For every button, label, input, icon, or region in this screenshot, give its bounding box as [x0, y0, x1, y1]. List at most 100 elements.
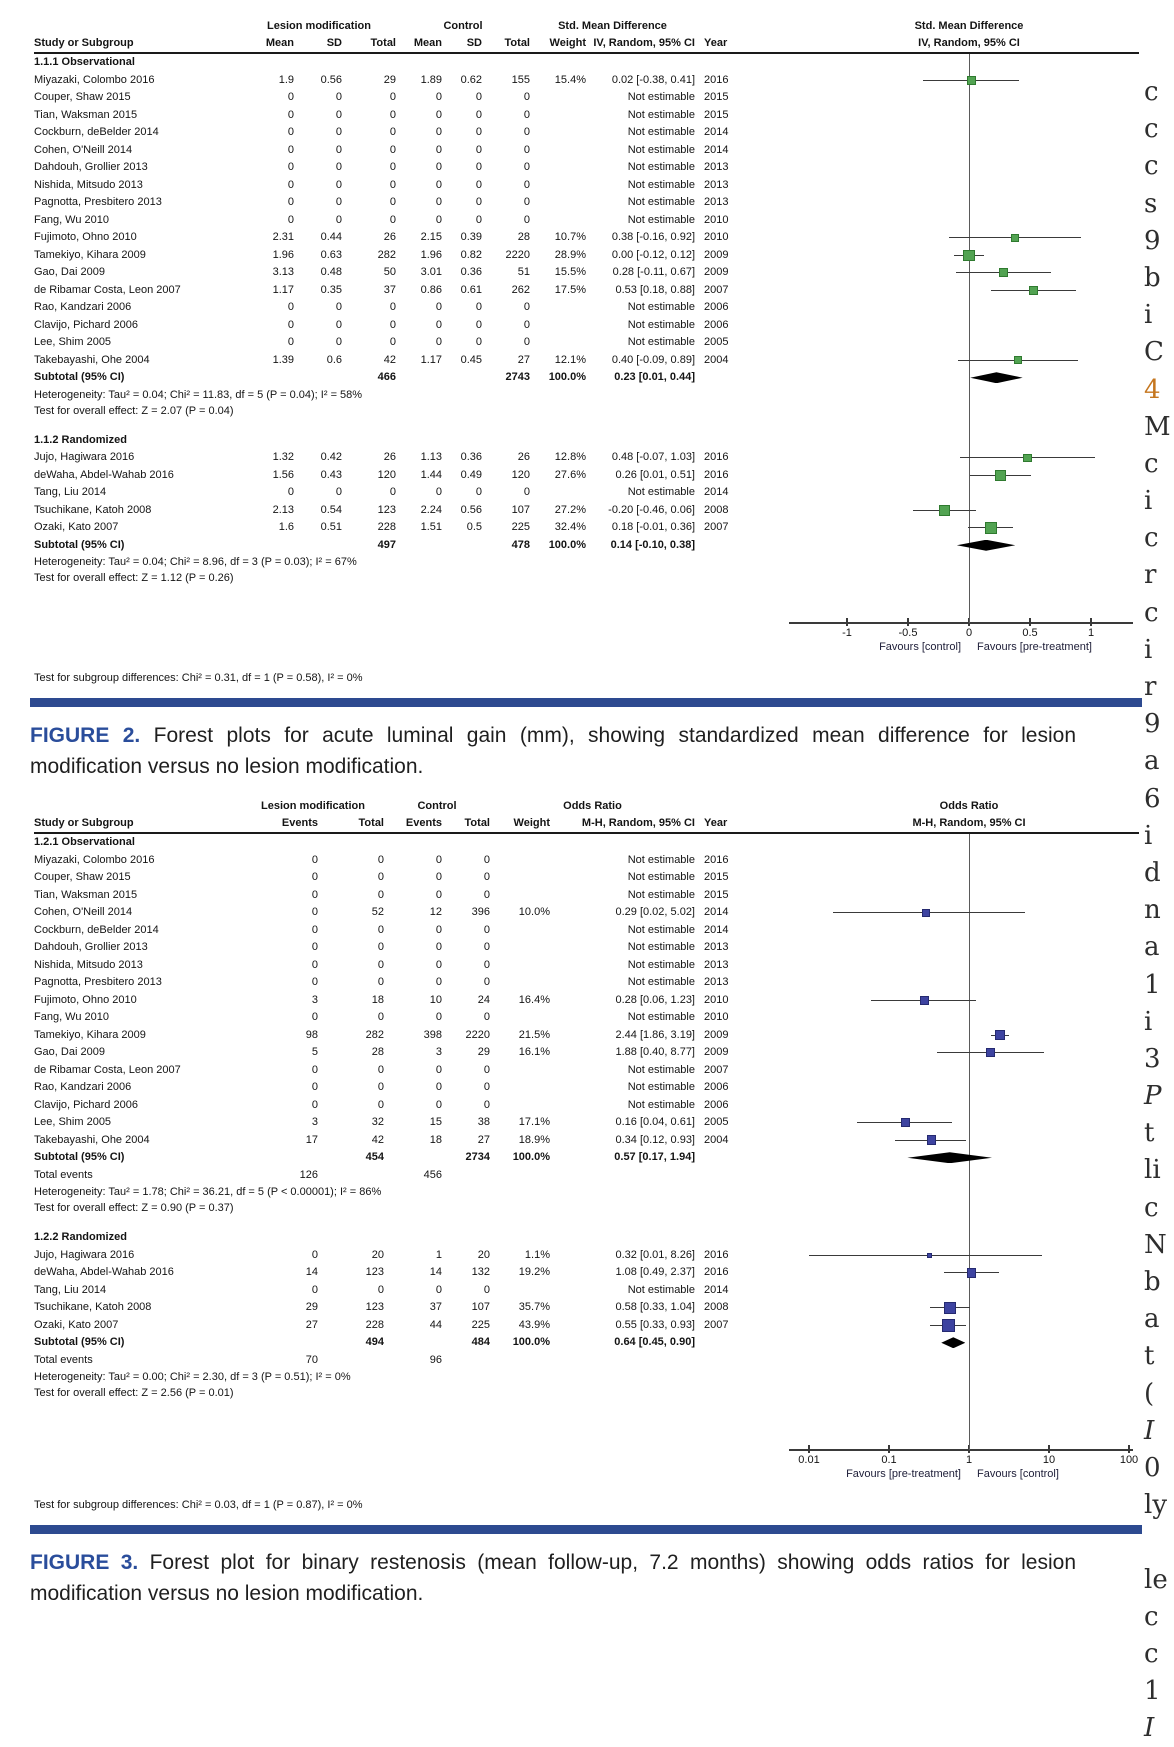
- forest-marker-cell: [741, 992, 1139, 1010]
- stat-cell: 0: [435, 958, 442, 971]
- text-fragment: i: [1144, 820, 1153, 851]
- text-fragment: 0: [1144, 1452, 1161, 1483]
- forest-marker-cell: [741, 1282, 1139, 1300]
- forest-marker-cell: [741, 904, 1139, 922]
- stat-cell: 2734: [465, 1151, 490, 1163]
- stat-cell: 228: [365, 1318, 384, 1331]
- stat-cell: 0.49: [460, 468, 482, 481]
- year-cell: 2010: [704, 1011, 729, 1023]
- table-row: Cockburn, deBelder 2014 0 0 0 0 Not estimable…: [34, 922, 1139, 940]
- year-cell: 2016: [704, 853, 729, 866]
- stat-cell: 1.13: [420, 451, 442, 463]
- stat-cell: 0: [311, 923, 318, 936]
- stat-cell: 0: [435, 213, 442, 226]
- text-fragment: r: [1144, 560, 1157, 591]
- text-fragment: c: [1144, 597, 1159, 628]
- stat-cell: 0: [435, 1098, 442, 1111]
- stat-cell: 0: [311, 888, 318, 901]
- stat-cell: 0.6: [326, 353, 342, 366]
- year-cell: 2015: [704, 871, 729, 883]
- study-label-cell: Tian, Waksman 2015: [34, 888, 138, 901]
- study-label-cell: Lee, Shim 2005: [34, 336, 112, 348]
- ci-text-cell: Not estimable: [627, 336, 695, 348]
- text-fragment: c: [1144, 1638, 1159, 1669]
- figure-2-caption-tag: FIGURE 2.: [30, 724, 141, 747]
- study-label-cell: Takebayashi, Ohe 2004: [34, 1133, 150, 1146]
- total-events-row: Total events 126 456: [34, 1167, 1139, 1185]
- stat-cell: 0.35: [320, 283, 342, 296]
- stat-cell: 26: [517, 451, 530, 463]
- stat-cell: [530, 484, 586, 502]
- stat-cell: 0.63: [320, 248, 342, 261]
- stat-cell: [490, 939, 550, 957]
- stat-cell: [396, 369, 442, 387]
- column-header: Weight: [549, 37, 586, 49]
- table-row: Fang, Wu 2010 0 0 0 0 0 0 Not estimable 2010: [34, 212, 1139, 230]
- stat-cell: 0: [435, 1063, 442, 1076]
- forest-marker-cell: [741, 484, 1139, 502]
- study-label-cell: Jujo, Hagiwara 2016: [34, 1248, 135, 1261]
- point-estimate-square: [922, 908, 930, 917]
- table-row: de Ribamar Costa, Leon 2007 0 0 0 0 Not estim…: [34, 1062, 1139, 1080]
- stat-cell: 0: [377, 941, 384, 953]
- stat-cell: 123: [365, 1301, 384, 1313]
- text-fragment: i: [1144, 486, 1153, 517]
- subgroup-title: 1.2.1 Observational: [34, 834, 1139, 852]
- plot-header: Odds Ratio: [741, 798, 1139, 816]
- divider-bar: [30, 1525, 1142, 1534]
- stat-cell: [530, 89, 586, 107]
- forest-marker-cell: [741, 299, 1139, 317]
- stat-cell: 27: [517, 353, 530, 366]
- stat-cell: [490, 974, 550, 992]
- spacer: [34, 419, 1139, 432]
- stat-cell: 0: [287, 143, 294, 156]
- column-header: SD: [466, 37, 482, 49]
- text-fragment: ly: [1144, 1490, 1168, 1521]
- forest-marker-cell: [741, 869, 1139, 887]
- stat-cell: 0: [311, 1283, 318, 1296]
- stat-cell: 1.6: [278, 521, 294, 533]
- stat-cell: [242, 537, 294, 555]
- plot-header-effect-label: Std. Mean Difference: [914, 20, 1024, 32]
- stat-cell: 3: [435, 1046, 442, 1058]
- study-label-cell: Couper, Shaw 2015: [34, 91, 131, 103]
- year-cell: 2013: [704, 196, 729, 208]
- table-row: Tamekiyo, Kihara 2009 1.96 0.63 282 1.96 0.82…: [34, 247, 1139, 265]
- ci-text-cell: 0.34 [0.12, 0.93]: [615, 1133, 695, 1146]
- stat-cell: 0: [311, 976, 318, 988]
- stat-cell: 120: [377, 468, 396, 481]
- stat-cell: 0: [483, 853, 490, 866]
- text-fragment: 1: [1144, 969, 1161, 1000]
- study-label-cell: Clavijo, Pichard 2006: [34, 1098, 138, 1111]
- stat-cell: 18.9%: [518, 1133, 550, 1146]
- stat-cell: 0: [287, 196, 294, 208]
- stat-cell: 0: [335, 161, 342, 173]
- study-label-cell: Fang, Wu 2010: [34, 213, 110, 226]
- stat-cell: 0: [335, 108, 342, 121]
- stat-cell: 27.6%: [554, 468, 586, 481]
- ci-text-cell: 0.64 [0.45, 0.90]: [614, 1336, 695, 1348]
- forest-marker-cell: [741, 467, 1139, 485]
- table-cell: [318, 1167, 384, 1185]
- axis-tick: [907, 618, 909, 626]
- ci-text-cell: Not estimable: [627, 1098, 695, 1111]
- forest-marker-cell: [741, 1317, 1139, 1335]
- forest-marker-cell: [741, 72, 1139, 90]
- forest-marker-cell: [741, 957, 1139, 975]
- year-cell: 2009: [704, 248, 729, 261]
- stat-cell: 0: [435, 853, 442, 866]
- table-row: Tian, Waksman 2015 0 0 0 0 Not estimable 2015: [34, 887, 1139, 905]
- stat-cell: 0: [435, 486, 442, 498]
- ci-text-cell: Not estimable: [627, 923, 695, 936]
- study-label-cell: Lee, Shim 2005: [34, 1116, 112, 1128]
- stat-cell: 1.96: [272, 248, 294, 261]
- table-cell: [695, 798, 741, 815]
- table-row: Tamekiyo, Kihara 2009 98 282 398 2220 21.5% 2.…: [34, 1027, 1139, 1045]
- group-header-effect: Odds Ratio: [563, 800, 622, 812]
- stat-cell: 0: [335, 318, 342, 331]
- stat-cell: 17: [305, 1133, 318, 1146]
- stat-cell: 3.13: [272, 266, 294, 278]
- year-cell: 2009: [704, 1046, 729, 1058]
- point-estimate-square: [963, 249, 975, 261]
- stat-cell: 100.0%: [512, 1336, 550, 1348]
